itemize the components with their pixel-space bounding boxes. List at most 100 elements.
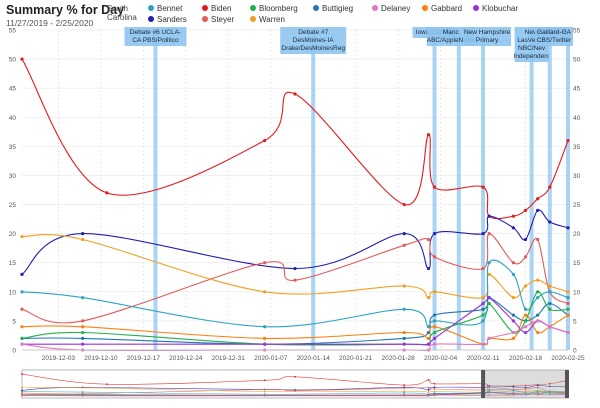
data-point-biden[interactable] xyxy=(402,202,406,207)
data-point-bennet[interactable] xyxy=(511,272,515,276)
data-point-warren[interactable] xyxy=(548,284,552,288)
data-point-sanders[interactable] xyxy=(536,208,540,212)
data-point-sanders[interactable] xyxy=(20,272,24,276)
data-point-buttigieg[interactable] xyxy=(402,336,406,340)
data-point-bennet[interactable] xyxy=(523,307,528,311)
data-point-bennet[interactable] xyxy=(426,325,431,329)
data-point-klobuchar[interactable] xyxy=(511,319,515,323)
legend-item-sanders[interactable]: Sanders xyxy=(148,15,187,24)
data-point-klobuchar[interactable] xyxy=(426,342,431,346)
data-point-biden[interactable] xyxy=(293,92,297,96)
data-point-buttigieg[interactable] xyxy=(511,313,515,317)
data-point-bennet[interactable] xyxy=(548,290,552,294)
data-point-steyer[interactable] xyxy=(293,278,297,282)
data-point-bloomberg[interactable] xyxy=(548,307,552,311)
data-point-bennet[interactable] xyxy=(432,319,437,323)
data-point-bloomberg[interactable] xyxy=(81,330,85,335)
legend-item-buttigieg[interactable]: Buttigieg xyxy=(313,4,353,13)
data-point-warren[interactable] xyxy=(481,296,485,300)
data-point-bloomberg[interactable] xyxy=(20,336,24,340)
data-point-sanders[interactable] xyxy=(548,220,552,224)
data-point-gabbard[interactable] xyxy=(432,325,437,329)
data-point-bloomberg[interactable] xyxy=(432,330,437,335)
data-point-biden[interactable] xyxy=(523,208,528,212)
event-bar-c[interactable] xyxy=(529,30,534,350)
event-bar-iowa-caucus[interactable] xyxy=(432,30,437,350)
data-point-warren[interactable] xyxy=(20,234,24,239)
data-point-steyer[interactable] xyxy=(566,301,570,306)
data-point-klobuchar[interactable] xyxy=(481,301,485,306)
legend-item-klobuchar[interactable]: Klobuchar xyxy=(473,4,518,13)
data-point-biden[interactable] xyxy=(432,185,437,189)
legend-item-delaney[interactable]: Delaney xyxy=(372,4,410,13)
data-point-biden[interactable] xyxy=(511,214,515,218)
event-bar-nevada-caucus[interactable] xyxy=(547,30,552,350)
data-point-delaney[interactable] xyxy=(523,325,528,329)
data-point-warren[interactable] xyxy=(432,290,437,294)
data-point-buttigieg[interactable] xyxy=(481,307,485,311)
data-point-sanders[interactable] xyxy=(426,266,431,271)
data-point-steyer[interactable] xyxy=(263,261,267,265)
data-point-delaney[interactable] xyxy=(20,342,24,346)
data-point-steyer[interactable] xyxy=(81,319,85,323)
data-point-warren[interactable] xyxy=(536,278,540,282)
legend-item-gabbard[interactable]: Gabbard xyxy=(422,4,462,13)
data-point-warren[interactable] xyxy=(566,290,570,294)
data-point-steyer[interactable] xyxy=(536,237,540,242)
legend-item-bennet[interactable]: Bennet xyxy=(148,4,182,13)
legend-item-bloomberg[interactable]: Bloomberg xyxy=(250,4,298,13)
overview-selection[interactable] xyxy=(483,370,568,398)
data-point-biden[interactable] xyxy=(566,138,570,143)
data-point-delaney[interactable] xyxy=(548,325,552,329)
data-point-sanders[interactable] xyxy=(481,232,485,236)
data-point-steyer[interactable] xyxy=(523,255,528,259)
data-point-biden[interactable] xyxy=(20,57,24,61)
data-point-steyer[interactable] xyxy=(487,232,491,236)
data-point-bloomberg[interactable] xyxy=(536,290,540,294)
data-point-delaney[interactable] xyxy=(432,342,437,346)
event-bar-gaillard-ga[interactable] xyxy=(566,30,570,350)
data-point-klobuchar[interactable] xyxy=(523,330,528,335)
legend-item-steyer[interactable]: Steyer xyxy=(202,15,234,24)
event-bar-new-hampshire[interactable] xyxy=(481,30,486,350)
data-point-steyer[interactable] xyxy=(20,307,24,311)
data-point-klobuchar[interactable] xyxy=(487,296,491,300)
data-point-bloomberg[interactable] xyxy=(566,307,570,311)
data-point-biden[interactable] xyxy=(105,191,109,195)
data-point-klobuchar[interactable] xyxy=(432,336,437,340)
data-point-delaney[interactable] xyxy=(481,342,485,346)
event-bar-debate-7[interactable] xyxy=(311,30,316,350)
legend-item-biden[interactable]: Biden xyxy=(202,4,231,13)
data-point-gabbard[interactable] xyxy=(536,330,540,335)
data-point-gabbard[interactable] xyxy=(20,325,24,329)
data-point-gabbard[interactable] xyxy=(426,336,431,340)
data-point-bloomberg[interactable] xyxy=(481,313,485,317)
data-point-biden[interactable] xyxy=(426,133,431,137)
data-point-delaney[interactable] xyxy=(511,330,515,335)
data-point-steyer[interactable] xyxy=(402,243,406,247)
data-point-warren[interactable] xyxy=(263,290,267,294)
data-point-gabbard[interactable] xyxy=(263,336,267,340)
data-point-warren[interactable] xyxy=(523,284,528,288)
data-point-delaney[interactable] xyxy=(487,336,491,340)
data-point-sanders[interactable] xyxy=(523,237,528,242)
data-point-bennet[interactable] xyxy=(20,290,24,294)
data-point-biden[interactable] xyxy=(263,138,267,143)
data-point-steyer[interactable] xyxy=(426,237,431,242)
overview-handle-left[interactable] xyxy=(481,370,486,398)
legend-item-warren[interactable]: Warren xyxy=(250,15,285,24)
data-point-sanders[interactable] xyxy=(81,232,85,236)
overview-handle-right[interactable] xyxy=(565,370,569,398)
data-point-bennet[interactable] xyxy=(536,296,540,300)
data-point-bloomberg[interactable] xyxy=(523,319,528,323)
data-point-sanders[interactable] xyxy=(487,214,491,218)
data-point-bennet[interactable] xyxy=(566,296,570,300)
data-point-bennet[interactable] xyxy=(263,325,267,329)
data-point-bennet[interactable] xyxy=(402,307,406,311)
data-point-warren[interactable] xyxy=(81,237,85,242)
data-point-bennet[interactable] xyxy=(81,296,85,300)
data-point-delaney[interactable] xyxy=(536,319,540,323)
data-point-gabbard[interactable] xyxy=(81,325,85,329)
data-point-steyer[interactable] xyxy=(481,266,485,271)
data-point-delaney[interactable] xyxy=(566,330,570,335)
